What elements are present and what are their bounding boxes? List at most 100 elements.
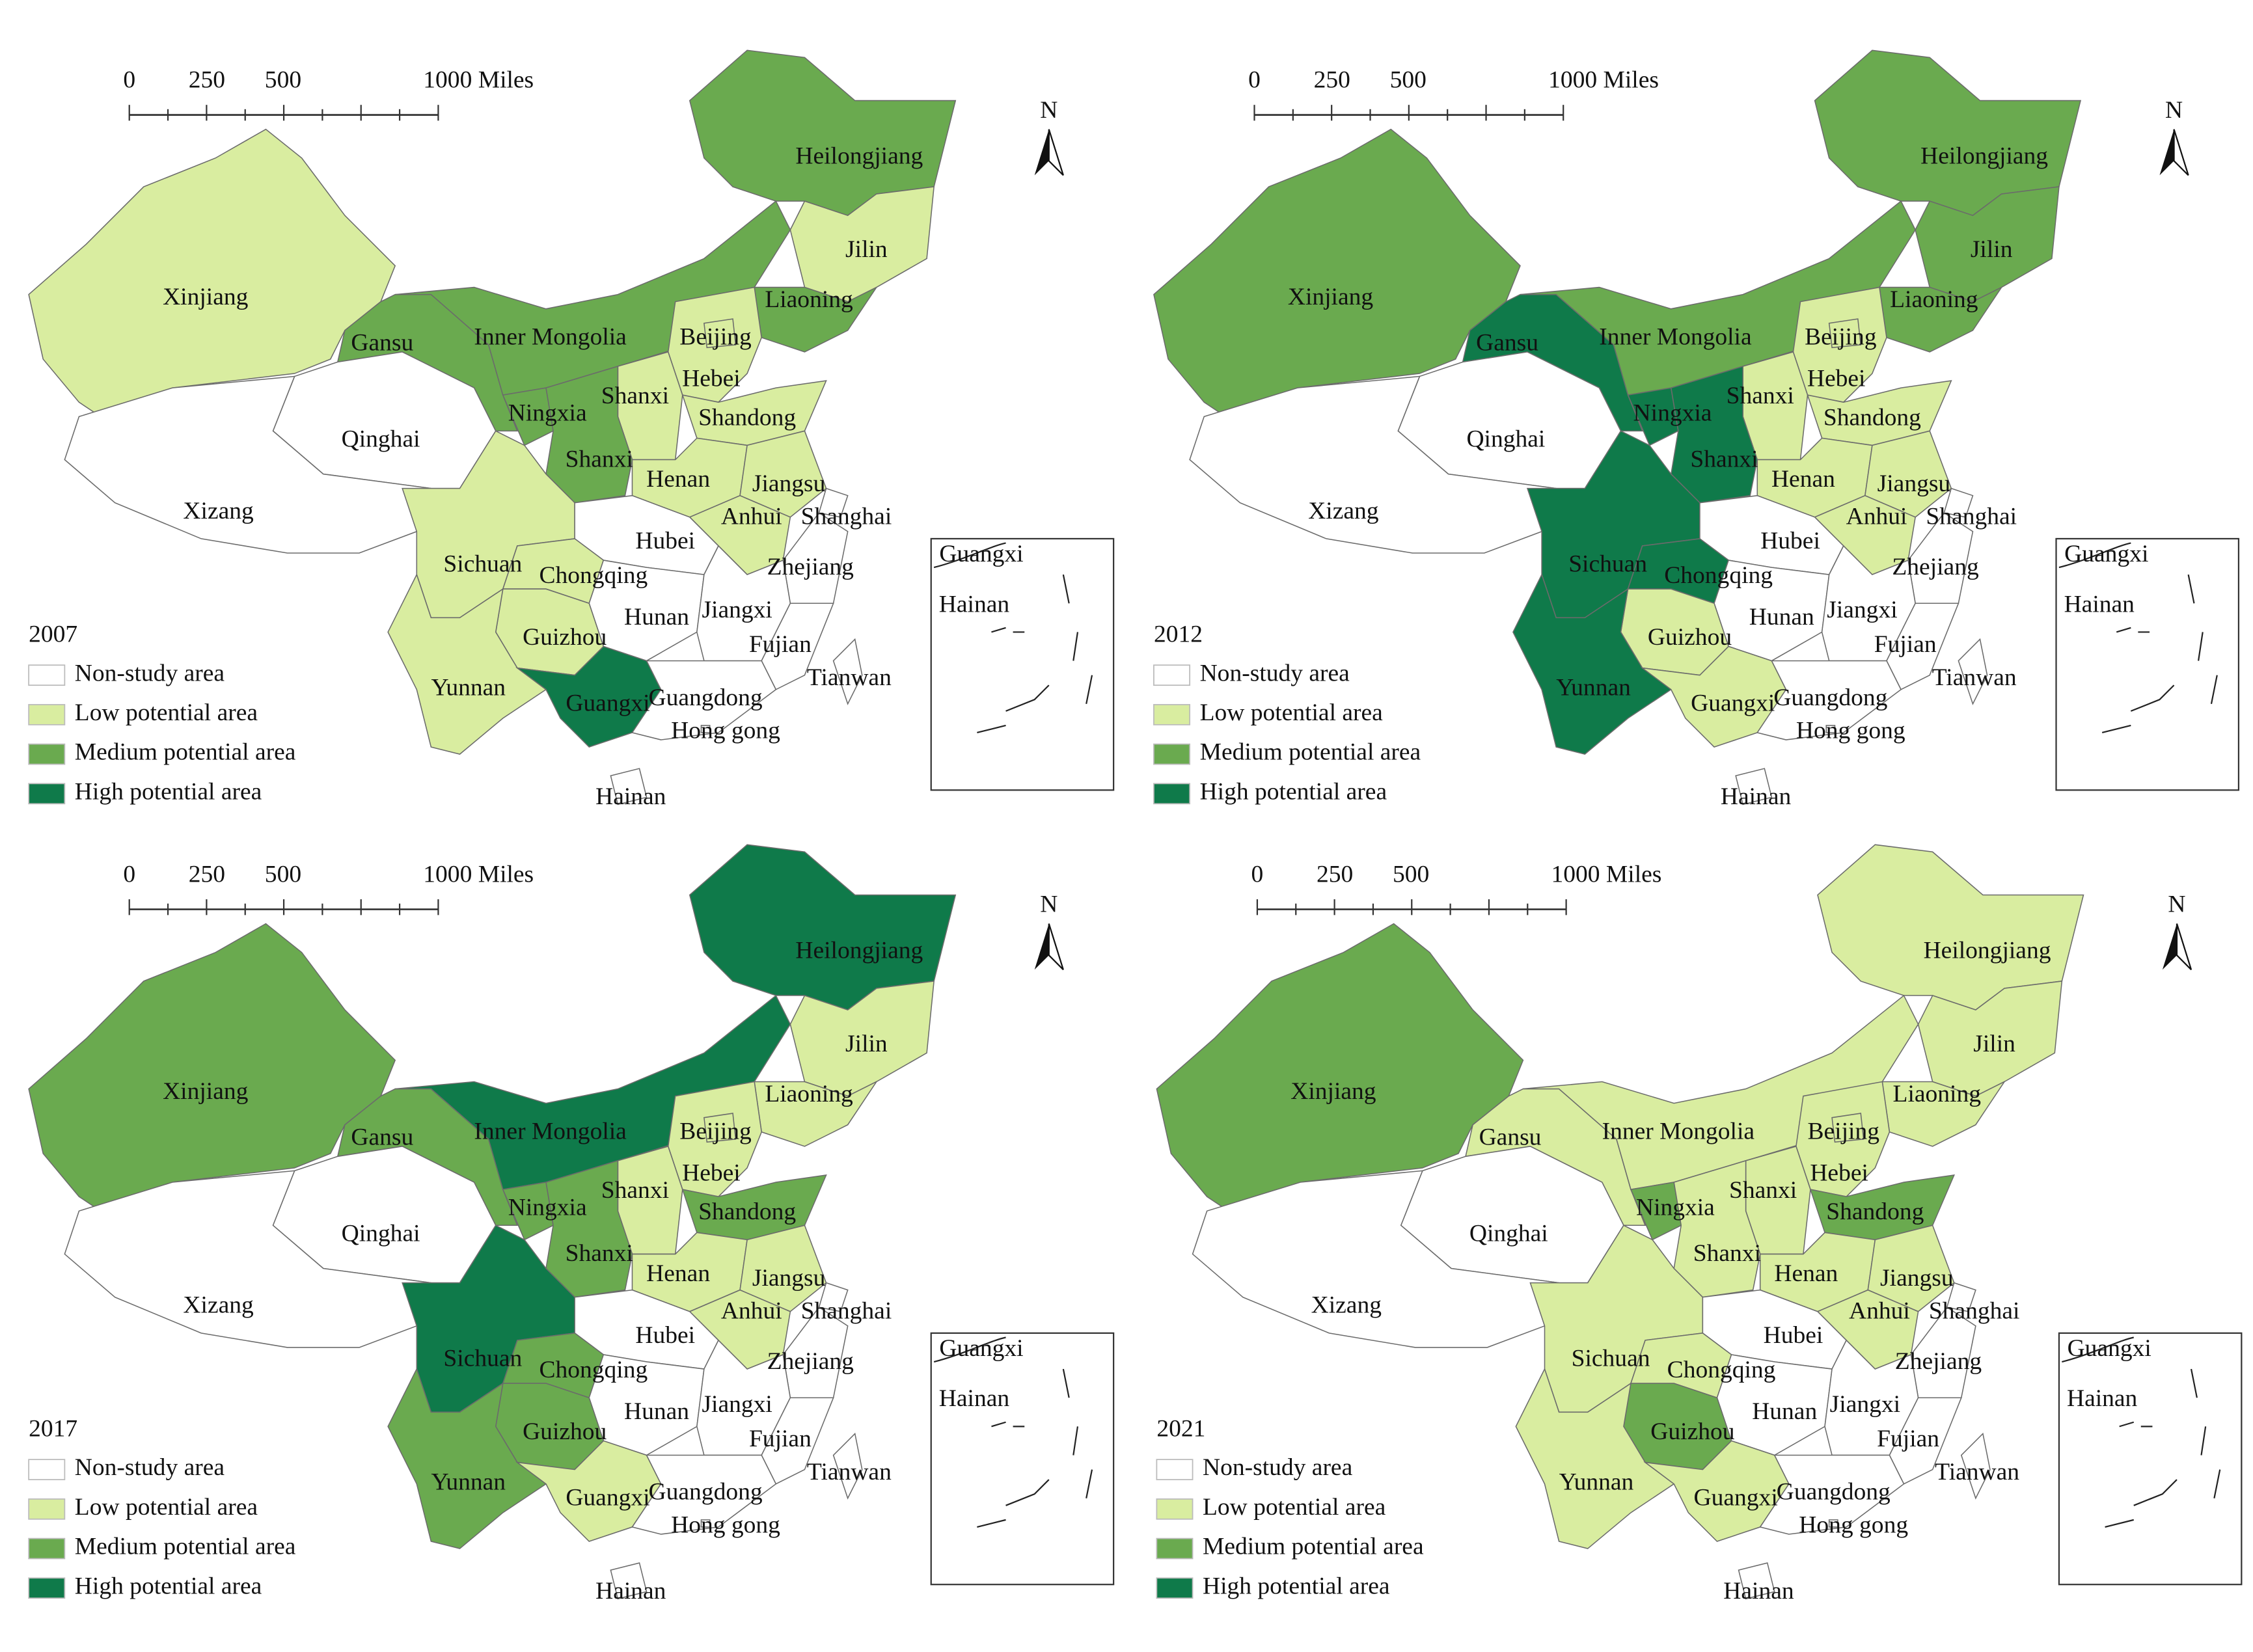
province [1831, 1113, 1864, 1143]
province-label: Jiangsu [752, 1265, 826, 1292]
province [1943, 487, 1974, 518]
province-label: Zhejiang [1895, 1348, 1982, 1375]
map-panel: Heilongjiang Jilin Liaoning Xinjiang Gansu In… [28, 844, 1115, 1605]
province [1670, 365, 1758, 504]
scale-label: 500 [265, 66, 301, 93]
province-label: Shanghai [801, 1298, 892, 1325]
province-label: Jiangsu [752, 470, 826, 497]
province-label: Qinghai [342, 426, 420, 452]
scale-label: 250 [1314, 66, 1350, 93]
province-label: Gansu [1476, 329, 1538, 356]
province-label: Ningxia [508, 1195, 587, 1221]
province-label: Anhui [1846, 504, 1907, 530]
legend-swatch [28, 1459, 66, 1480]
province [700, 1519, 711, 1528]
legend-swatch [1153, 664, 1191, 686]
province-label: Guangdong [649, 684, 763, 711]
province-label: Guangdong [1773, 684, 1887, 711]
province-label: Beijing [679, 1118, 752, 1145]
inset-label: Hainan [939, 1385, 1010, 1412]
province-label: Inner Mongolia [474, 1118, 627, 1145]
province-label: Gansu [351, 1124, 413, 1150]
scale-label: 0 [123, 861, 135, 887]
province [754, 286, 879, 353]
province-label: Ningxia [1633, 400, 1712, 427]
province [1864, 430, 1952, 518]
province-label: Guangxi [1694, 1485, 1778, 1511]
province-label: Fujian [749, 631, 812, 658]
province-label: Henan [646, 1260, 710, 1287]
province-label: Hong gong [1799, 1512, 1908, 1539]
province-label: Chongqing [539, 1357, 648, 1383]
province-label: Shanghai [1926, 504, 2017, 530]
legend-label: Non-study area [75, 1454, 225, 1481]
north-arrow-half [1048, 129, 1064, 176]
province-label: Xinjiang [1288, 284, 1374, 310]
province-label: Shanxi [566, 1240, 633, 1267]
province-label: Gansu [1479, 1124, 1542, 1150]
scale-label: 250 [189, 66, 225, 93]
province-label: Jiangsu [1880, 1265, 1954, 1292]
province-label: Guizhou [1648, 624, 1732, 651]
province [631, 660, 777, 740]
province-label: Xinjiang [1290, 1078, 1376, 1105]
legend-swatch [28, 1498, 66, 1520]
province-label: Guangxi [1691, 690, 1775, 717]
legend-label: Non-study area [75, 660, 225, 686]
province-label: Anhui [721, 504, 782, 530]
legend-swatch [28, 704, 66, 725]
province-label: Shanxi [601, 383, 669, 409]
north-label: N [2168, 891, 2185, 918]
province-label: Guangxi [566, 690, 649, 717]
province-label: Guizhou [1650, 1418, 1734, 1445]
province-label: Xizang [183, 1292, 254, 1319]
inset-frame [930, 1332, 1115, 1586]
province-label: Hainan [595, 783, 666, 810]
inset-label: Guangxi [2064, 541, 2148, 567]
province-label: Heilongjiang [1920, 142, 2048, 169]
province-label: Qinghai [1466, 426, 1545, 452]
province [703, 318, 737, 349]
province-label: Hebei [1810, 1160, 1868, 1187]
province-label: Henan [1774, 1260, 1838, 1287]
legend-swatch [1153, 783, 1191, 805]
province-label: Xinjiang [163, 1078, 249, 1105]
province-label: Jilin [1971, 236, 2013, 263]
province-label: Shandong [1823, 404, 1921, 431]
legend-label: Medium potential area [1203, 1534, 1424, 1560]
province-label: Shanxi [1727, 383, 1794, 409]
province [610, 1562, 648, 1600]
province-label: Xinjiang [163, 284, 249, 310]
province-label: Tianwan [807, 1459, 892, 1485]
scale-label: 0 [1251, 861, 1264, 887]
scale-label: 250 [189, 861, 225, 887]
province-label: Zhejiang [767, 1348, 854, 1375]
province-label: Xizang [1308, 498, 1379, 524]
province-label: Heilongjiang [1924, 937, 2051, 964]
province-label: Shanxi [601, 1177, 669, 1204]
inset-coast [2058, 542, 2218, 734]
province-label: Tianwan [807, 664, 892, 691]
legend-swatch [1156, 1459, 1194, 1480]
inset-frame [2055, 537, 2240, 791]
province-label: Yunnan [431, 1469, 506, 1495]
province-label: Zhejiang [767, 554, 854, 580]
province [610, 768, 648, 806]
legend-swatch [1156, 1577, 1194, 1599]
province-label: Guangdong [649, 1479, 763, 1506]
province-label: Hebei [1807, 366, 1866, 392]
province-label: Hunan [1749, 604, 1814, 630]
province [1673, 1159, 1761, 1298]
province [832, 638, 863, 705]
map-panel: Heilongjiang Jilin Liaoning Xinjiang Gansu In… [1153, 49, 2240, 810]
province-label: Hainan [1721, 783, 1792, 810]
province-label: Ningxia [508, 400, 587, 427]
province-label: Chongqing [539, 562, 648, 589]
province-label: Gansu [351, 329, 413, 356]
north-arrow-half [2173, 129, 2189, 176]
province [1738, 1562, 1775, 1600]
inset-coast [933, 542, 1093, 734]
province-label: Liaoning [1893, 1081, 1982, 1107]
province-label: Hainan [595, 1578, 666, 1605]
province-label: Liaoning [765, 286, 853, 313]
